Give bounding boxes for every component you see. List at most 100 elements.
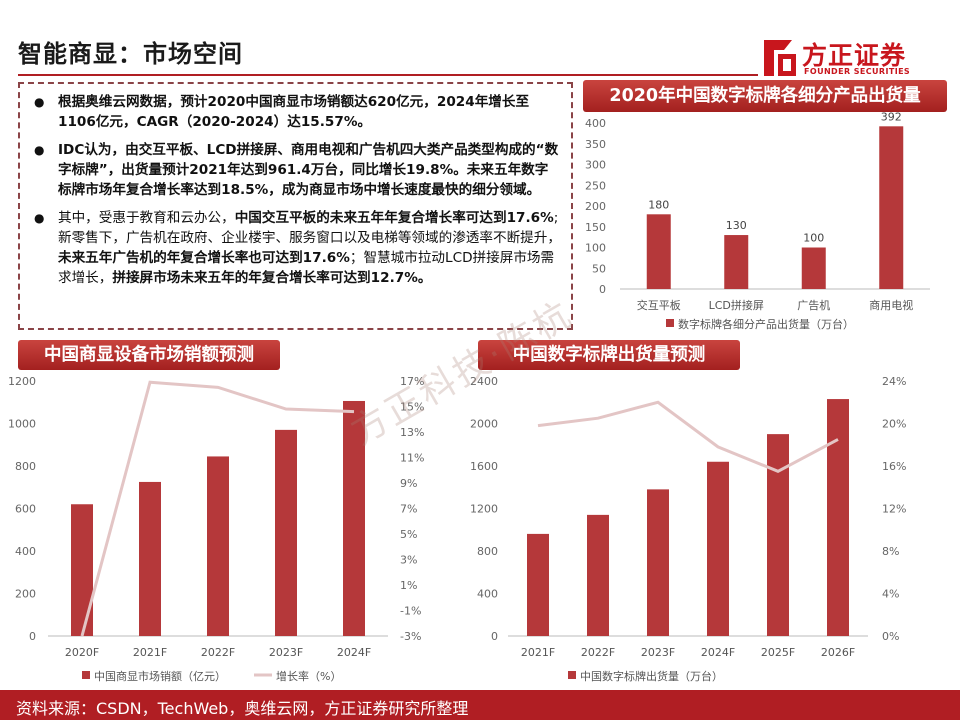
bar <box>879 126 904 289</box>
y-tick-label: 200 <box>585 200 606 213</box>
legend-swatch <box>568 671 576 679</box>
data-label: 392 <box>881 110 902 123</box>
y-tick-label: 400 <box>585 117 606 130</box>
logo-name: 方正证券 <box>802 41 907 70</box>
y-tick-label: 300 <box>585 159 606 172</box>
y-tick-label: 100 <box>585 242 606 255</box>
x-tick-label: 2023F <box>269 646 303 659</box>
bar <box>801 247 826 289</box>
chart1-title: 2020年中国数字标牌各细分产品出货量 <box>583 80 947 112</box>
y-tick-label: 0 <box>491 630 498 643</box>
x-tick-label: 2024F <box>701 646 735 659</box>
y-tick-label: 1000 <box>8 418 36 431</box>
y2-tick-label: 5% <box>400 528 417 541</box>
footer-bar: 资料来源：CSDN，TechWeb，奥维云网，方正证券研究所整理 <box>0 690 960 720</box>
y-tick-label: 1200 <box>470 503 498 516</box>
wechat-id: 微信号: ittbank <box>738 664 893 690</box>
x-tick-label: 2021F <box>133 646 167 659</box>
x-tick-label: LCD拼接屏 <box>709 298 764 312</box>
bar <box>275 429 297 636</box>
y-tick-label: 800 <box>477 545 498 558</box>
bar <box>207 456 229 636</box>
bullet-text: 其中，受惠于教育和云办公， <box>58 210 235 226</box>
y-tick-label: 1600 <box>470 460 498 473</box>
company-logo: 方正证券 FOUNDER SECURITIES <box>762 36 942 80</box>
x-tick-label: 2022F <box>581 646 615 659</box>
bullet-text: ;新零售下，广告机在政府、企业楼宇、服务窗口以及电梯等领域的渗透率不断提升， <box>58 210 561 246</box>
bar <box>527 533 549 636</box>
x-tick-label: 商用电视 <box>869 298 913 312</box>
y2-tick-label: 9% <box>400 477 417 490</box>
y-tick-label: 400 <box>477 588 498 601</box>
growth-rate-line <box>80 380 355 637</box>
x-tick-label: 2025F <box>761 646 795 659</box>
y2-tick-label: 24% <box>882 375 906 388</box>
bar <box>767 434 789 636</box>
bar <box>827 399 849 636</box>
bullet-text-bold: 中国交互平板的未来五年年复合增长率可达到17.6% <box>234 210 554 226</box>
wechat-icon <box>738 670 758 686</box>
x-tick-label: 2024F <box>337 646 371 659</box>
y-tick-label: 1200 <box>8 375 36 388</box>
bar <box>646 214 671 289</box>
y-tick-label: 0 <box>29 630 36 643</box>
bar <box>587 514 609 636</box>
legend-label: 中国商显市场销额（亿元） <box>94 669 226 683</box>
y2-tick-label: 12% <box>882 503 906 516</box>
bar <box>724 235 749 289</box>
y2-tick-label: -1% <box>400 605 421 618</box>
y-tick-label: 200 <box>15 588 36 601</box>
x-tick-label: 2026F <box>821 646 855 659</box>
source-note: 资料来源：CSDN，TechWeb，奥维云网，方正证券研究所整理 <box>16 699 469 718</box>
y2-tick-label: 7% <box>400 503 417 516</box>
x-tick-label: 2022F <box>201 646 235 659</box>
x-tick-label: 2023F <box>641 646 675 659</box>
bullet-text: ；智慧城市拉动LCD拼接屏市场需求增长， <box>58 250 555 286</box>
y-tick-label: 150 <box>585 221 606 234</box>
chart3-title: 中国数字标牌出货量预测 <box>478 340 740 370</box>
page-title: 智能商显：市场空间 <box>18 40 243 68</box>
data-label: 180 <box>648 198 669 211</box>
y2-tick-label: -3% <box>400 630 421 643</box>
y2-tick-label: 3% <box>400 554 417 567</box>
legend-swatch <box>666 319 674 327</box>
y2-tick-label: 8% <box>882 545 899 558</box>
y2-tick-label: 16% <box>882 460 906 473</box>
bar <box>139 481 161 636</box>
logo-subtitle: FOUNDER SECURITIES <box>804 67 911 76</box>
y-tick-label: 50 <box>592 262 606 275</box>
chart2-title: 中国商显设备市场销额预测 <box>18 340 280 370</box>
x-tick-label: 2020F <box>65 646 99 659</box>
summary-textbox: 根据奥维云网数据，预计2020中国商显市场销额达620亿元，2024年增长至11… <box>18 82 573 330</box>
bullet-text: IDC认为，由交互平板、LCD拼接屏、商用电视和广告机四大类产品类型构成的“数字… <box>58 142 559 198</box>
bullet-item: 其中，受惠于教育和云办公，中国交互平板的未来五年年复合增长率可达到17.6%;新… <box>30 208 561 288</box>
y2-tick-label: 11% <box>400 452 424 465</box>
y-tick-label: 250 <box>585 179 606 192</box>
legend-label: 数字标牌各细分产品出货量（万台） <box>678 317 854 331</box>
bar <box>707 461 729 636</box>
y-tick-label: 400 <box>15 545 36 558</box>
y2-tick-label: 20% <box>882 418 906 431</box>
y2-tick-label: 1% <box>400 579 417 592</box>
bar <box>647 489 669 636</box>
legend-label: 增长率（%） <box>276 669 341 683</box>
bullet-text: 根据奥维云网数据，预计2020中国商显市场销额达620亿元，2024年增长至11… <box>58 94 530 130</box>
bar <box>71 504 93 636</box>
bullet-text-bold: 拼接屏市场未来五年的年复合增长率可达到12.7%。 <box>112 270 432 286</box>
bullet-text-bold: 未来五年广告机的年复合增长率也可达到17.6% <box>58 250 350 266</box>
legend-label: 中国数字标牌出货量（万台） <box>580 669 723 683</box>
y-tick-label: 0 <box>599 283 606 296</box>
y2-tick-label: 4% <box>882 588 899 601</box>
title-divider <box>18 74 758 76</box>
growth-rate-line <box>537 400 839 473</box>
y-tick-label: 800 <box>15 460 36 473</box>
bullet-item: 根据奥维云网数据，预计2020中国商显市场销额达620亿元，2024年增长至11… <box>30 92 561 132</box>
data-label: 130 <box>726 219 747 232</box>
y-tick-label: 2000 <box>470 418 498 431</box>
x-tick-label: 广告机 <box>797 298 830 312</box>
wechat-label: 微信号: ittbank <box>764 668 894 689</box>
y-tick-label: 350 <box>585 138 606 151</box>
y-tick-label: 600 <box>15 503 36 516</box>
x-tick-label: 交互平板 <box>637 298 681 312</box>
legend-swatch <box>82 671 90 679</box>
